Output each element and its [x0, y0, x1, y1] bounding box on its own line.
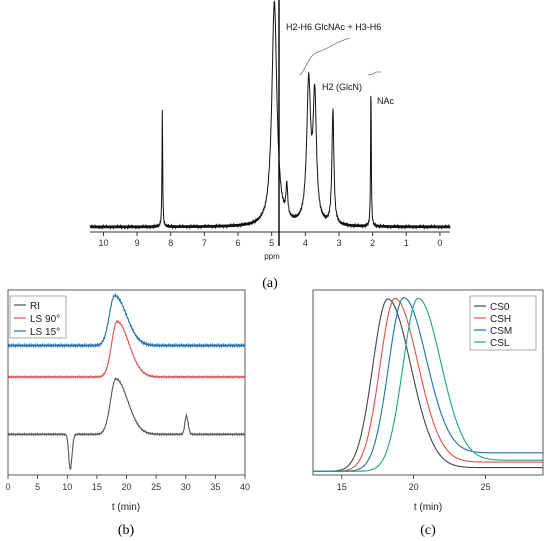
- panel-a-tick-label: 0: [437, 238, 442, 248]
- panel-b-series-group: [7, 292, 246, 471]
- panel-a-label: (a): [262, 276, 278, 291]
- panel-b-tick-label: 20: [121, 482, 131, 492]
- panel-a-integral-curve-2: [367, 71, 381, 76]
- panel-c-legend-label-csh: CSH: [490, 314, 511, 325]
- panel-a-tick-label: 3: [336, 238, 341, 248]
- panel-a-annotation-nac: NAc: [377, 96, 395, 106]
- panel-a-tick-label: 2: [370, 238, 375, 248]
- panel-a-tick-label: 4: [303, 238, 308, 248]
- panel-b-tick-label: 25: [151, 482, 161, 492]
- panel-a-tick-label: 7: [202, 238, 207, 248]
- panel-c-legend-label-csm: CSM: [490, 326, 512, 337]
- panel-c-legend-label-cs0: CS0: [490, 302, 510, 313]
- panel-b-series-ls90: [7, 319, 246, 379]
- panel-c-x-axis-title: t (min): [414, 502, 442, 513]
- panel-a-tick-label: 8: [168, 238, 173, 248]
- panel-c-legend-box: [469, 295, 537, 351]
- panel-a-nmr-chart: 10 9 8 7 6 5 4 3 2 1 0 ppm H2-H6 GlcNAc + H3-H6 H2…: [89, 0, 451, 291]
- panel-b-tick-label: 35: [210, 482, 220, 492]
- panel-b-x-ticks: 0 5 10 15 20 25 30 35 40: [5, 475, 250, 492]
- panel-c-legend: CS0 CSH CSM CSL: [469, 295, 537, 351]
- panel-a-x-axis-title: ppm: [264, 252, 280, 261]
- panel-b-tick-label: 5: [35, 482, 40, 492]
- panel-b-x-axis-title: t (min): [112, 502, 140, 513]
- panel-b-legend-label-ls90: LS 90°: [30, 314, 60, 325]
- panel-b-gpc-chart: 0 5 10 15 20 25 30 35 40 RI LS 90° LS 15° t (min…: [5, 289, 250, 538]
- panel-c-gpc-chart: 15 20 25 CS0 CSH CSM CSL t (min) (c): [312, 289, 544, 538]
- panel-c-tick-label: 25: [480, 482, 490, 492]
- panel-a-integral-curve-1: [299, 37, 351, 76]
- panel-b-tick-label: 10: [62, 482, 72, 492]
- panel-c-series-group: [313, 297, 543, 472]
- panel-c-tick-label: 20: [409, 482, 419, 492]
- panel-a-tick-label: 9: [135, 238, 140, 248]
- panel-b-series-ri: [7, 377, 246, 471]
- panel-c-legend-label-csl: CSL: [490, 338, 510, 349]
- panel-a-tick-label: 10: [98, 238, 108, 248]
- panel-b-series-ls15: [7, 292, 246, 349]
- panel-a-annotation-h2: H2 (GlcN): [322, 82, 362, 92]
- panel-a-spectrum-line: [89, 0, 451, 231]
- panel-a-tick-label: 5: [269, 238, 274, 248]
- panel-c-series-csl: [313, 297, 543, 472]
- panel-b-label: (b): [118, 523, 135, 538]
- panel-b-tick-label: 40: [240, 482, 250, 492]
- panel-b-tick-label: 0: [5, 482, 10, 492]
- panel-a-annotation-glcnac: H2-H6 GlcNAc + H3-H6: [286, 22, 381, 32]
- panel-c-label: (c): [420, 523, 436, 538]
- panel-c-x-ticks: 15 20 25: [337, 475, 491, 492]
- panel-b-tick-label: 30: [181, 482, 191, 492]
- panel-c-series-csh: [313, 297, 543, 472]
- panel-a-tick-label: 6: [236, 238, 241, 248]
- panel-b-tick-label: 15: [92, 482, 102, 492]
- panel-b-legend: RI LS 90° LS 15°: [9, 295, 67, 339]
- panel-b-legend-label-ri: RI: [30, 301, 40, 312]
- panel-b-legend-label-ls15: LS 15°: [30, 327, 60, 338]
- panel-c-tick-label: 15: [337, 482, 347, 492]
- panel-a-tick-label: 1: [404, 238, 409, 248]
- panel-c-series-cs0: [313, 298, 543, 472]
- panel-a-x-ticks: 10 9 8 7 6 5 4 3 2 1 0: [98, 232, 442, 248]
- panel-c-plot-frame: [312, 289, 544, 476]
